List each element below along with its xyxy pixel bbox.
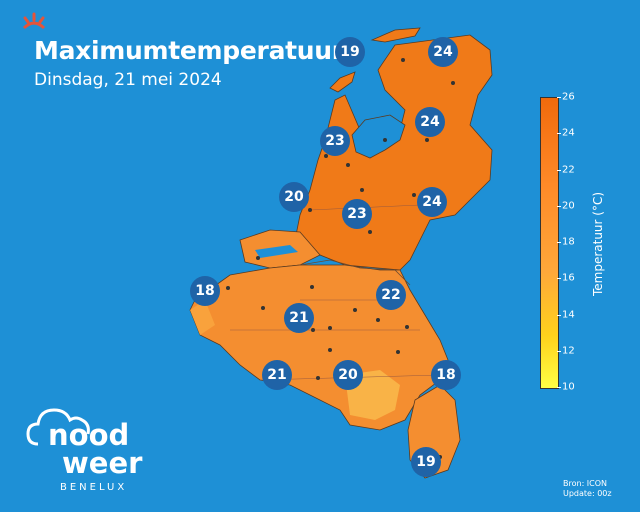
temp-badge: 19 [411,447,441,477]
scale-tick-mark [557,133,561,135]
temp-badge: 21 [262,360,292,390]
scale-tick-mark [557,278,561,280]
scale-tick-label: 10 [562,381,575,393]
noodweer-logo-cloud-icon [26,408,90,446]
color-scale-label: Temperatuur (°C) [591,191,605,297]
source-model: Bron: ICON [563,479,608,488]
color-scale-bar [540,97,559,389]
temp-badge: 18 [190,276,220,306]
scale-tick-mark [557,242,561,243]
temp-badge: 22 [376,280,406,310]
logo-subtitle: BENELUX [60,482,128,493]
scale-tick-mark [557,97,561,98]
temp-badge: 19 [335,37,365,67]
temp-badge: 20 [333,360,363,390]
scale-tick-label: 14 [562,309,575,320]
temp-badge: 24 [415,107,445,137]
scale-tick-label: 18 [562,236,575,248]
scale-tick-mark [557,205,561,207]
temp-badge: 21 [284,303,314,333]
temp-badge: 24 [417,187,447,217]
scale-tick-mark [557,314,561,316]
scale-tick-label: 22 [562,164,575,175]
scale-tick-label: 24 [562,127,575,139]
scale-tick-label: 20 [562,200,575,212]
temp-badge: 18 [431,360,461,390]
temp-badge: 24 [428,37,458,67]
scale-tick-mark [557,169,561,171]
scale-tick-label: 26 [562,91,575,103]
logo-word-weer: weer [62,446,143,480]
scale-tick-mark [557,350,561,352]
scale-tick-mark [557,387,561,388]
temp-badge: 20 [279,182,309,212]
page-subtitle: Dinsdag, 21 mei 2024 [34,70,222,90]
page-title: Maximumtemperatuur [34,36,344,65]
sun-icon [22,12,46,30]
scale-tick-label: 16 [562,272,575,284]
scale-tick-label: 12 [562,345,575,357]
logo-word-nood: nood [48,418,130,452]
temp-badge: 23 [342,199,372,229]
source-update: Update: 00z [563,489,612,498]
ijsselmeer [351,114,406,159]
temp-badge: 23 [320,126,350,156]
nl-be-border [299,259,411,286]
source-info: Bron: ICON Update: 00z [563,479,612,499]
wadden-islands [329,71,356,93]
